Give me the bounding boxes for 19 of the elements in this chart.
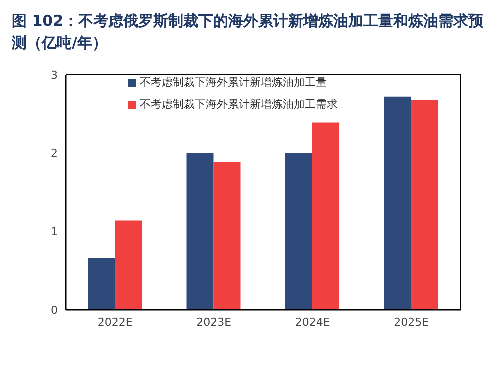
x-tick-label: 2025E — [394, 316, 430, 329]
y-tick-label: 2 — [51, 147, 58, 160]
bar — [115, 220, 142, 310]
bar — [286, 153, 312, 310]
bar — [214, 162, 241, 310]
bar — [312, 122, 340, 310]
legend-label: 不考虑制裁下海外累计新增炼油加工量 — [140, 76, 327, 89]
bar — [186, 153, 214, 310]
x-tick-label: 2022E — [98, 316, 133, 329]
chart-title: 图 102：不考虑俄罗斯制裁下的海外累计新增炼油加工量和炼油需求预测（亿吨/年） — [11, 11, 485, 54]
y-tick-label: 0 — [51, 304, 58, 317]
bar — [411, 100, 438, 310]
x-tick-label: 2024E — [295, 316, 330, 329]
y-tick-label: 1 — [51, 226, 58, 239]
bar — [88, 258, 115, 310]
legend-label: 不考虑制裁下海外累计新增炼油加工需求 — [140, 98, 338, 111]
x-tick-label: 2023E — [196, 316, 232, 329]
bar — [384, 96, 412, 310]
y-tick-label: 3 — [51, 68, 58, 82]
